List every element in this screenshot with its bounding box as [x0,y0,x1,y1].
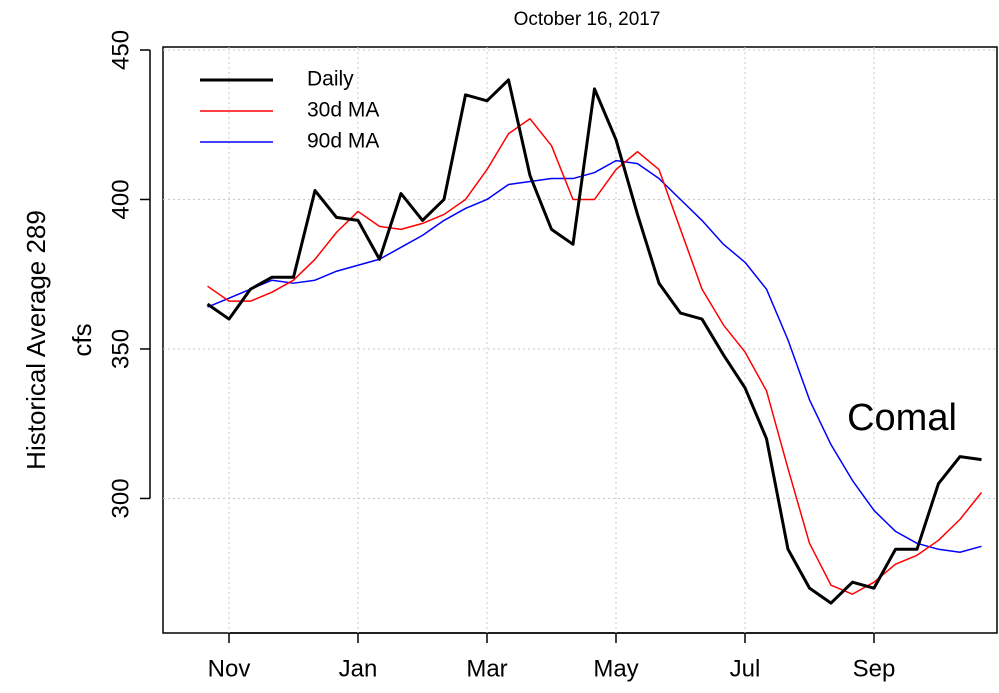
line-series [207,118,983,595]
legend-label: Daily [307,68,354,91]
x-tick-label: Nov [208,655,251,682]
line-series [206,78,982,605]
plot-box [162,46,998,634]
legend-label: 30d MA [307,99,379,122]
x-tick-label: May [593,655,638,682]
y-axis-label: Historical Average 289 [21,210,51,470]
legend-label: 90d MA [307,130,379,153]
y-axis-label: cfs [67,323,97,356]
annotation: Comal [847,397,957,439]
y-tick-label: 300 [107,478,134,518]
chart-title: October 16, 2017 [514,9,661,30]
x-tick-label: Jul [730,655,761,682]
line-series [207,159,982,554]
y-tick-label: 350 [107,329,134,369]
x-tick-label: Mar [466,655,507,682]
x-tick-label: Jan [339,655,378,682]
y-tick-label: 400 [107,179,134,219]
x-tick-label: Sep [853,655,896,682]
y-tick-label: 450 [107,30,134,70]
